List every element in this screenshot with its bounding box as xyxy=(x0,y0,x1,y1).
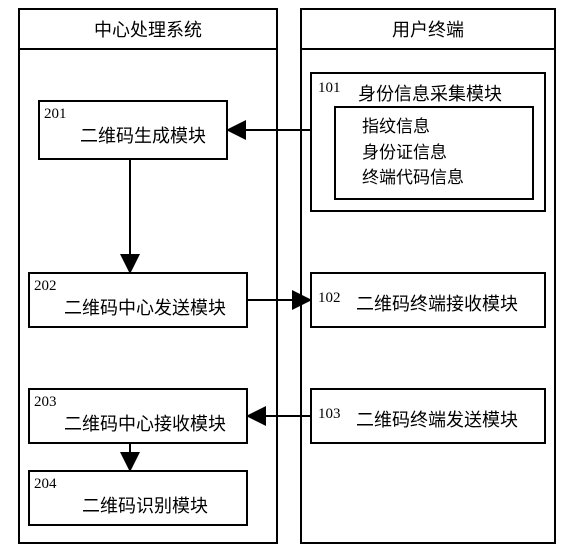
module-201: 201 二维码生成模块 xyxy=(38,100,228,160)
module-101-label: 身份信息采集模块 xyxy=(358,80,502,106)
module-203: 203 二维码中心接收模块 xyxy=(28,388,248,444)
module-102: 102 二维码终端接收模块 xyxy=(310,272,546,328)
module-101-innerbox: 指纹信息 身份证信息 终端代码信息 xyxy=(334,106,534,200)
inner-line-1: 指纹信息 xyxy=(346,114,522,140)
module-103-label: 二维码终端发送模块 xyxy=(356,406,518,432)
module-201-label: 二维码生成模块 xyxy=(80,122,206,148)
column-left-title: 中心处理系统 xyxy=(20,10,276,50)
module-204-label: 二维码识别模块 xyxy=(82,492,208,518)
module-101-num: 101 xyxy=(318,80,341,97)
module-202-label: 二维码中心发送模块 xyxy=(64,294,226,320)
column-right-title: 用户终端 xyxy=(302,10,554,50)
module-202-num: 202 xyxy=(34,278,57,295)
module-204-num: 204 xyxy=(34,476,57,493)
module-201-num: 201 xyxy=(44,106,67,123)
module-202: 202 二维码中心发送模块 xyxy=(28,272,248,328)
module-102-label: 二维码终端接收模块 xyxy=(356,290,518,316)
module-103-num: 103 xyxy=(318,406,341,423)
inner-line-3: 终端代码信息 xyxy=(346,165,522,191)
module-102-num: 102 xyxy=(318,290,341,307)
module-203-label: 二维码中心接收模块 xyxy=(64,410,226,436)
inner-line-2: 身份证信息 xyxy=(346,140,522,166)
module-103: 103 二维码终端发送模块 xyxy=(310,388,546,444)
diagram-canvas: 中心处理系统 用户终端 201 二维码生成模块 202 二维码中心发送模块 20… xyxy=(0,0,570,551)
module-203-num: 203 xyxy=(34,394,57,411)
module-204: 204 二维码识别模块 xyxy=(28,470,248,526)
